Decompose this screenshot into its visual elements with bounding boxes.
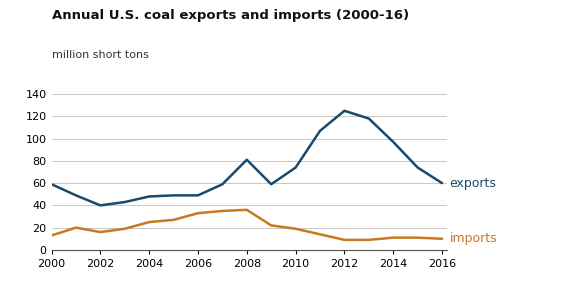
Text: million short tons: million short tons xyxy=(52,50,148,60)
Text: Annual U.S. coal exports and imports (2000-16): Annual U.S. coal exports and imports (20… xyxy=(52,9,409,22)
Text: exports: exports xyxy=(449,177,496,190)
Text: imports: imports xyxy=(449,232,497,245)
